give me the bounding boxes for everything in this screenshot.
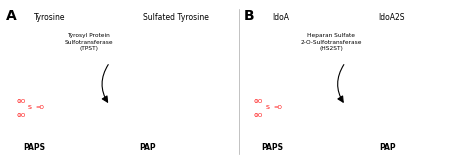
Text: Tyrosine: Tyrosine [35,13,66,22]
Text: $\ominus$O: $\ominus$O [254,97,264,105]
Text: PAPS: PAPS [23,143,46,152]
Text: $\ominus$O: $\ominus$O [16,97,26,105]
Text: PAPS: PAPS [261,143,283,152]
Text: S: S [265,105,269,110]
Text: Tyrosyl Protein
Sulfotransferase
(TPST): Tyrosyl Protein Sulfotransferase (TPST) [64,33,113,51]
Text: IdoA: IdoA [273,13,289,22]
Text: PAP: PAP [139,143,156,152]
Text: B: B [244,9,255,23]
Text: $\ominus$O: $\ominus$O [16,111,26,119]
Text: A: A [6,9,17,23]
Text: =O: =O [274,105,283,110]
Text: PAP: PAP [380,143,396,152]
Text: =O: =O [36,105,45,110]
Text: Sulfated Tyrosine: Sulfated Tyrosine [143,13,209,22]
Text: Heparan Sulfate
2-O-Sulfotransferase
(HS2ST): Heparan Sulfate 2-O-Sulfotransferase (HS… [301,33,362,51]
Text: IdoA2S: IdoA2S [378,13,405,22]
Text: $\ominus$O: $\ominus$O [254,111,264,119]
Text: S: S [27,105,31,110]
